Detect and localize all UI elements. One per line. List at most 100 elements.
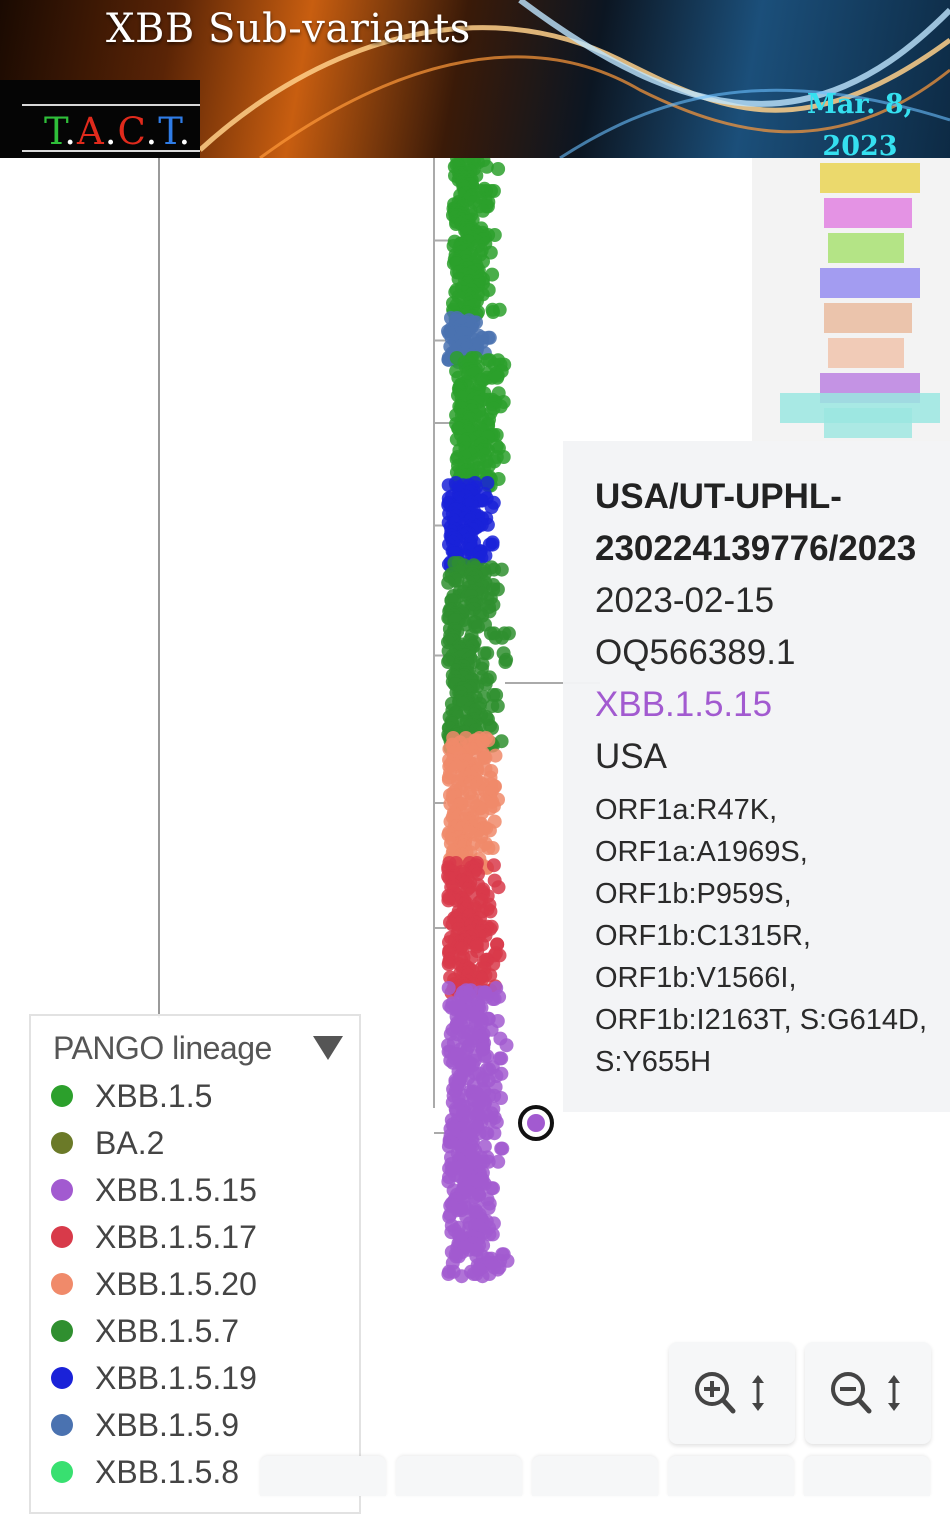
banner-swirl-graphic	[198, 0, 950, 158]
bottom-control-tab-2[interactable]	[396, 1456, 522, 1496]
tree-tip	[486, 858, 501, 873]
tact-logo-letter: .	[64, 110, 78, 153]
tree-tip	[486, 1181, 500, 1196]
tree-tip	[486, 305, 501, 319]
tree-tip	[454, 1269, 469, 1284]
bottom-control-tab-5[interactable]	[804, 1456, 930, 1496]
bottom-control-tab-4[interactable]	[668, 1456, 794, 1496]
legend-item-label: XBB.1.5.19	[95, 1359, 257, 1396]
tree-tip	[498, 655, 513, 669]
tooltip-mutations: ORF1a:R47K, ORF1a:A1969S, ORF1b:P959S, O…	[595, 794, 928, 1078]
tree-tip	[485, 1227, 500, 1242]
tree-tip	[490, 370, 505, 385]
tree-tips[interactable]	[441, 158, 516, 1284]
bottom-control-tab-1[interactable]	[260, 1456, 386, 1496]
tree-tip	[488, 630, 503, 645]
tree-tip	[495, 1141, 510, 1156]
zoom-in-button[interactable]	[669, 1342, 795, 1444]
tree-tip	[484, 500, 499, 515]
legend-color-dot	[51, 1461, 73, 1483]
legend-color-dot	[51, 1273, 73, 1295]
tact-logo-letter: T	[158, 110, 179, 153]
legend-item-label: XBB.1.5.8	[95, 1453, 240, 1490]
tree-tip	[491, 880, 506, 895]
tact-logo-letter: .	[145, 110, 159, 153]
legend-panel: PANGO lineage XBB.1.5 BA.2 XBB.1.5.15 XBB.1…	[29, 1014, 361, 1514]
legend-color-dot	[51, 1367, 73, 1389]
minimap-clade	[824, 303, 912, 333]
legend-item-label: XBB.1.5.17	[95, 1218, 257, 1255]
tree-tip	[441, 1267, 456, 1281]
legend-item[interactable]: XBB.1.5.8	[51, 1452, 239, 1492]
tooltip-country: USA	[595, 737, 667, 776]
legend-item[interactable]: XBB.1.5.9	[51, 1405, 239, 1445]
tree-tip	[489, 1115, 504, 1130]
zoom-out-vertical-icon	[831, 1372, 900, 1414]
zoom-out-button[interactable]	[805, 1342, 931, 1444]
tree-tip	[494, 562, 509, 577]
tooltip-lineage: XBB.1.5.15	[595, 685, 773, 724]
tact-logo-letter: T	[44, 110, 65, 153]
tact-logo-letter: C	[117, 110, 146, 153]
legend-item[interactable]: BA.2	[51, 1123, 164, 1163]
tact-logo: T.A.C.T.	[0, 80, 200, 158]
tree-tip	[485, 537, 500, 552]
tooltip-strain-line2: 230224139776/2023	[595, 529, 917, 568]
legend-item-label: XBB.1.5.9	[95, 1406, 240, 1443]
tree-tip	[480, 646, 495, 661]
bottom-control-tab-3[interactable]	[532, 1456, 658, 1496]
banner-title: XBB Sub-variants	[106, 6, 471, 52]
phylogenetic-tree[interactable]	[0, 158, 950, 1493]
tree-tip	[479, 159, 494, 174]
minimap-clade	[828, 233, 904, 263]
legend-item-label: XBB.1.5.15	[95, 1171, 257, 1208]
banner-date-line1: Mar. 8,	[806, 89, 914, 120]
tree-tip	[487, 1126, 502, 1141]
legend-item-label: XBB.1.5.7	[95, 1312, 240, 1349]
legend-item-label: XBB.1.5	[95, 1077, 213, 1114]
tree-tip	[475, 1269, 490, 1284]
header-banner: XBB Sub-variants T.A.C.T. Mar. 8, 2023	[0, 0, 950, 158]
legend-item[interactable]: XBB.1.5.7	[51, 1311, 239, 1351]
tree-overview-minimap[interactable]	[752, 158, 950, 658]
tree-tip	[481, 841, 496, 855]
tree-tip	[441, 981, 456, 995]
banner-date: Mar. 8, 2023	[780, 84, 940, 158]
tooltip-accession: OQ566389.1	[595, 633, 796, 672]
legend-item-label: BA.2	[95, 1124, 165, 1161]
tree-tip	[441, 893, 456, 908]
tree-tip	[475, 203, 490, 218]
legend-color-dot	[51, 1132, 73, 1154]
tree-tip	[494, 1091, 508, 1105]
minimap-clade	[780, 393, 940, 423]
legend-color-dot	[51, 1320, 73, 1342]
minimap-clade	[820, 163, 920, 193]
tree-tip	[441, 575, 456, 590]
legend-color-dot	[51, 1414, 73, 1436]
tooltip-strain-line1: USA/UT-UPHL-	[595, 477, 842, 516]
legend-item[interactable]: XBB.1.5	[51, 1076, 212, 1116]
legend-title: PANGO lineage	[53, 1030, 272, 1066]
legend-item[interactable]: XBB.1.5.19	[51, 1358, 257, 1398]
legend-item[interactable]: XBB.1.5.20	[51, 1264, 257, 1304]
triangle-down-icon[interactable]	[311, 1034, 345, 1062]
tree-tip	[487, 992, 502, 1006]
minimap-clade	[820, 268, 920, 298]
tree-tip	[491, 1154, 506, 1169]
zoom-in-vertical-icon	[695, 1372, 764, 1414]
tact-logo-letter: .	[178, 110, 192, 153]
banner-date-line2: 2023	[822, 131, 898, 158]
tree-tip	[441, 957, 456, 972]
tree-tip	[499, 1038, 514, 1053]
minimap-clade	[824, 198, 912, 228]
legend-color-dot	[51, 1179, 73, 1201]
tooltip-date: 2023-02-15	[595, 581, 775, 620]
legend-item[interactable]: XBB.1.5.17	[51, 1217, 257, 1257]
selected-tip-marker[interactable]	[518, 1105, 554, 1141]
tact-logo-letter: A	[77, 110, 105, 153]
legend-color-dot	[51, 1226, 73, 1248]
tip-tooltip: USA/UT-UPHL- 230224139776/2023 2023-02-1…	[563, 441, 950, 1112]
legend-color-dot	[51, 1085, 73, 1107]
legend-item[interactable]: XBB.1.5.15	[51, 1170, 257, 1210]
tree-tip	[491, 162, 506, 176]
